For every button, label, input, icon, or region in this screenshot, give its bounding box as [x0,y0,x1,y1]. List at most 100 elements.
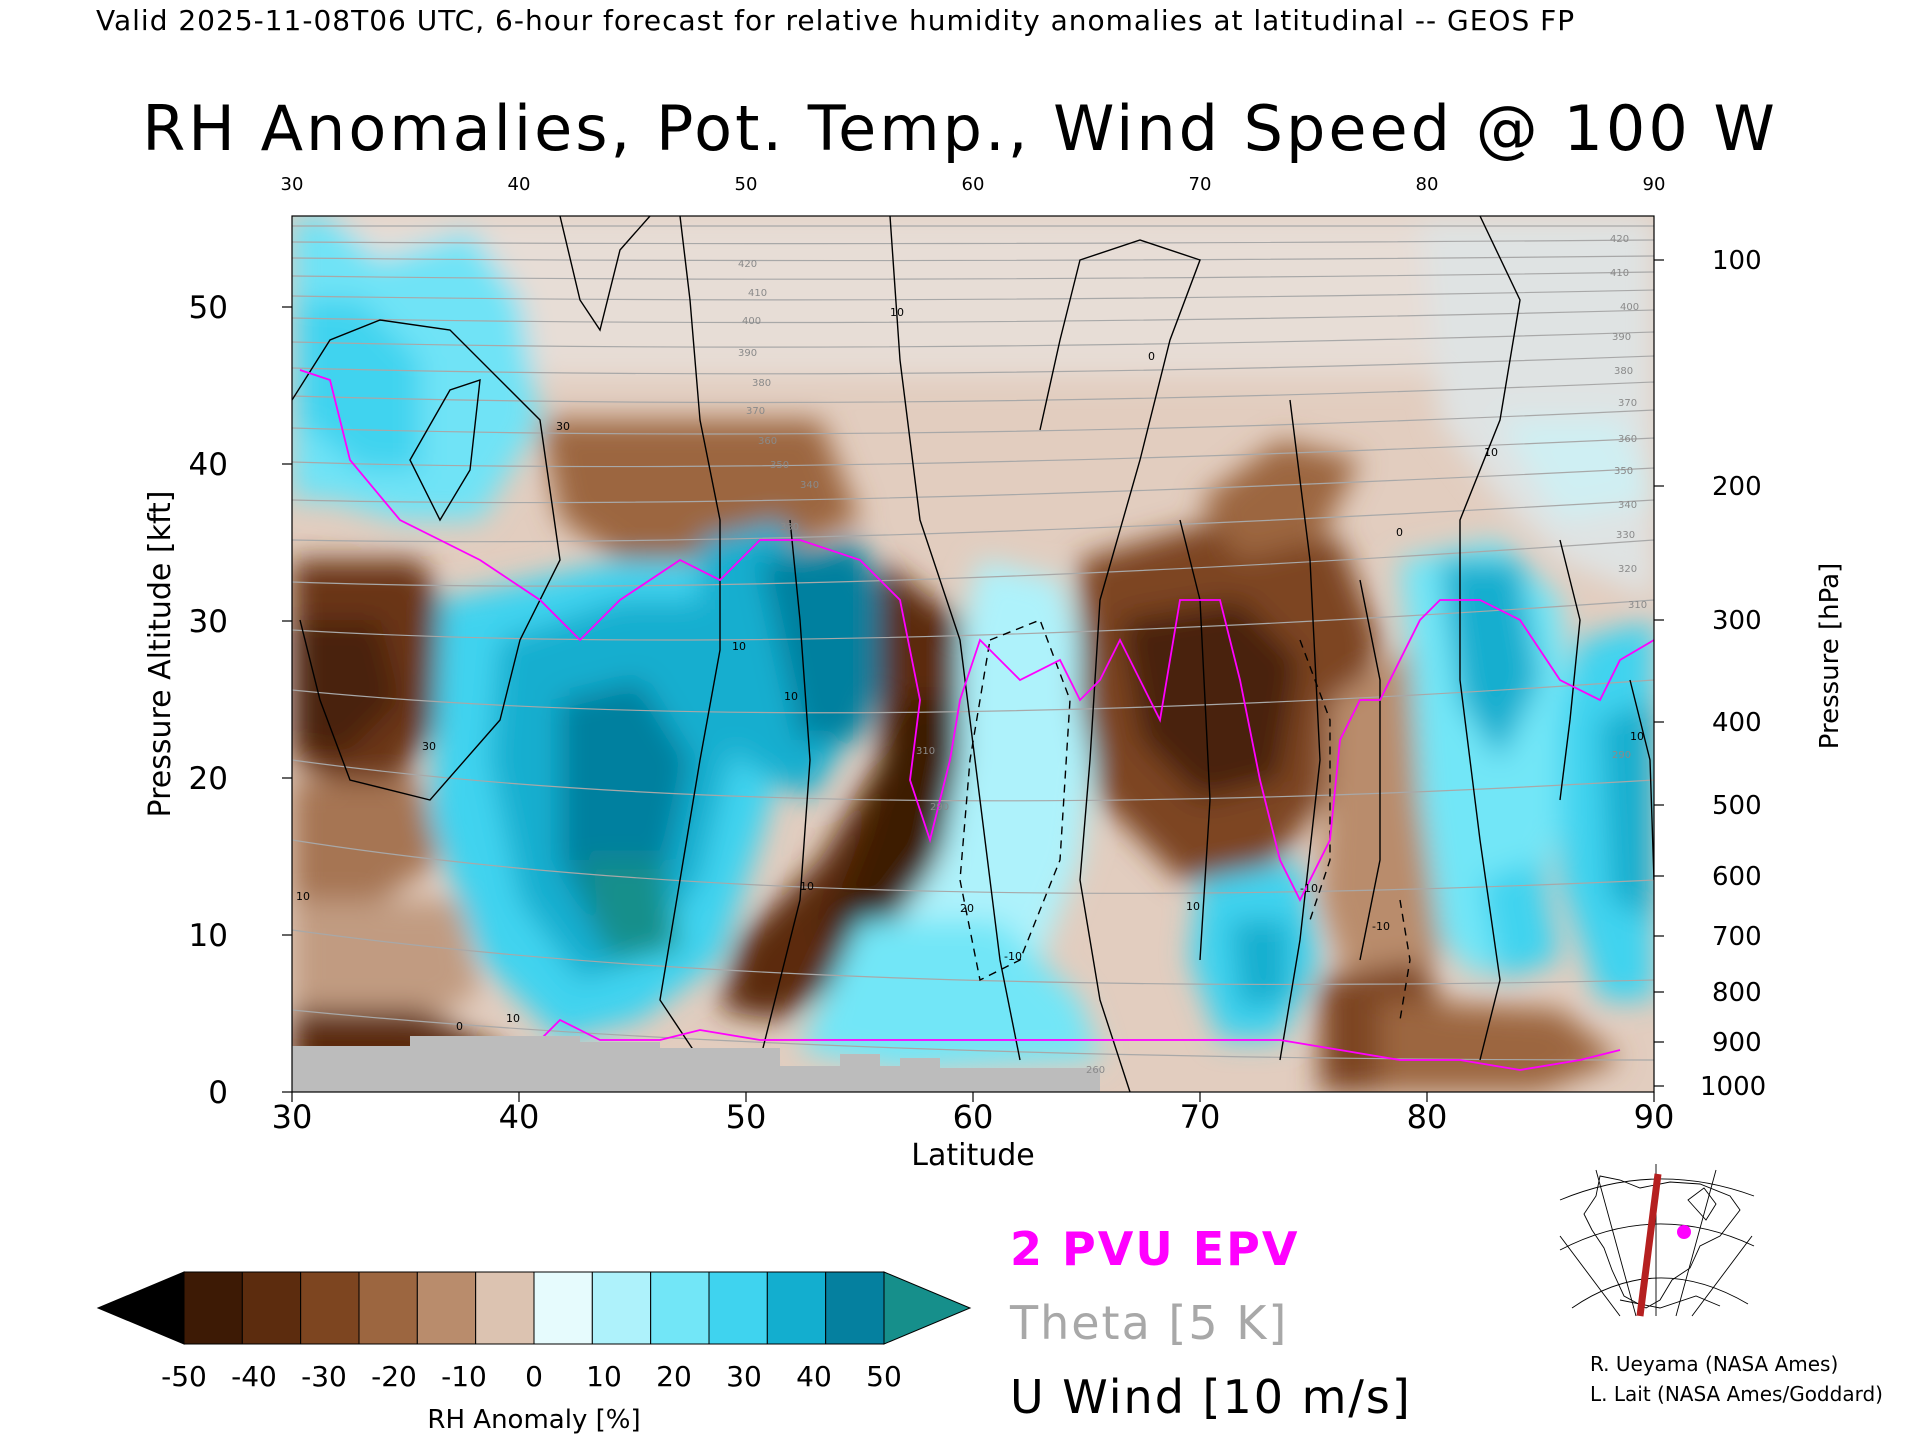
colorbar-cell [533,1271,593,1345]
theta-label: 330 [1616,530,1635,541]
wind-label: 10 [1186,900,1200,913]
theta-label: 410 [1610,268,1629,279]
y-left-tick: 50 [189,290,228,326]
top-tick: 60 [962,174,985,195]
colorbar-tick: -50 [161,1360,207,1393]
theta-label: 400 [742,316,761,327]
x-tick: 30 [272,1098,313,1136]
y-right-tick: 400 [1712,708,1762,738]
theta-label: 260 [1086,1065,1105,1076]
section-line [1636,1173,1662,1317]
wind-label: -10 [1004,950,1022,963]
negative-wind-contours [959,619,1411,1021]
colorbar-tick: 0 [525,1360,543,1393]
y-left-tick: 20 [189,761,228,797]
top-tick: 90 [1643,174,1666,195]
wind-label: 10 [890,306,904,319]
theta-label: 310 [1628,600,1647,611]
x-tick: 70 [1180,1098,1221,1136]
theta-label: 400 [1620,302,1639,313]
colorbar-cell [300,1271,360,1345]
y-right-tick: 300 [1712,606,1762,636]
theta-label: 330 [780,522,799,533]
theta-label: 290 [1612,750,1631,761]
wind-label: 10 [732,640,746,653]
epv-2pvu-contour [299,369,1654,1071]
wind-label: 10 [1484,446,1498,459]
theta-label: 350 [770,460,789,471]
colorbar-under-triangle [96,1271,185,1345]
terrain [292,1036,1100,1092]
theta-label: 370 [746,406,765,417]
colorbar-cell [241,1271,302,1345]
theta-label: 320 [1618,564,1637,575]
bottom-axis-ticks [291,1092,1655,1102]
theta-label: 410 [748,288,767,299]
wind-label: -10 [1300,882,1318,895]
top-tick: 40 [508,174,531,195]
x-tick: 40 [499,1098,540,1136]
theta-label: 360 [1618,434,1637,445]
colorbar-cell [591,1271,652,1345]
theta-label: 370 [1618,398,1637,409]
y-right-tick: 700 [1712,922,1762,952]
y-right-tick: 900 [1712,1028,1762,1058]
top-tick: 80 [1416,174,1439,195]
colorbar-label: RH Anomaly [%] [427,1405,640,1435]
credit-author-2: L. Lait (NASA Ames/Goddard) [1590,1382,1883,1406]
theta-label: 340 [800,480,819,491]
colorbar-cell [766,1271,827,1345]
rh-anomaly-field: 420 410 400 390 380 370 360 350 340 330 … [292,216,1654,1092]
credit-author-1: R. Ueyama (NASA Ames) [1590,1352,1839,1376]
top-tick: 50 [735,174,758,195]
colorbar-over-triangle [883,1271,972,1345]
colorbar-tick: 40 [796,1360,832,1393]
theta-contours [292,225,1654,1061]
legend-uwind: U Wind [10 m/s] [1010,1370,1412,1424]
y-right-axis-title: Pressure [hPa] [1815,563,1845,750]
wind-label: -10 [1372,920,1390,933]
y-right-tick: 100 [1712,246,1762,276]
wind-label: 0 [1396,526,1403,539]
colorbar-cell [475,1271,535,1345]
theta-label: 390 [738,348,757,359]
top-tick: 70 [1189,174,1212,195]
colorbar-cell [825,1271,885,1345]
x-tick-labels: 30 40 50 60 70 80 90 [272,1098,1675,1136]
y-right-tick-labels: 100 200 300 400 500 600 700 800 900 1000 [1700,246,1766,1102]
y-left-axis-title: Pressure Altitude [kft] [143,491,178,818]
top-tick: 30 [281,174,304,195]
theta-label: 420 [1610,234,1629,245]
wind-label: 10 [296,890,310,903]
wind-label: 0 [1148,350,1155,363]
wind-label: 10 [506,1012,520,1025]
theta-label: 390 [1612,332,1631,343]
wind-label: 0 [456,1020,463,1033]
wind-labels: 30 30 10 10 0 0 10 10 10 10 -10 20 10 -1… [296,306,1644,1033]
theta-label: 380 [752,378,771,389]
x-tick: 60 [953,1098,994,1136]
y-left-tick-labels: 0 10 20 30 40 50 [189,290,228,1111]
y-left-tick: 10 [189,918,228,954]
y-left-tick: 0 [208,1075,228,1111]
colorbar-cell [358,1271,418,1345]
colorbar-tick-labels: -50 -40 -30 -20 -10 0 10 20 30 40 50 [161,1360,902,1393]
colorbar-cell [416,1271,477,1345]
theta-label: 290 [930,802,949,813]
plot-title: RH Anomalies, Pot. Temp., Wind Speed @ 1… [142,92,1778,165]
right-axis-ticks [1654,259,1664,1087]
theta-label: 350 [1614,466,1633,477]
legend-theta: Theta [5 K] [1010,1296,1289,1350]
left-axis-ticks [282,306,292,1093]
x-tick: 90 [1634,1098,1675,1136]
colorbar-tick: -40 [231,1360,277,1393]
location-dot [1677,1225,1691,1239]
wind-label: 10 [784,690,798,703]
colorbar-tick: -10 [441,1360,487,1393]
rh-colorbar: -50 -40 -30 -20 -10 0 10 20 30 40 50 RH … [96,1271,972,1435]
colorbar-cell [183,1271,243,1345]
colorbar-tick: 10 [586,1360,622,1393]
y-right-tick: 800 [1712,978,1762,1008]
y-right-tick: 200 [1712,472,1762,502]
